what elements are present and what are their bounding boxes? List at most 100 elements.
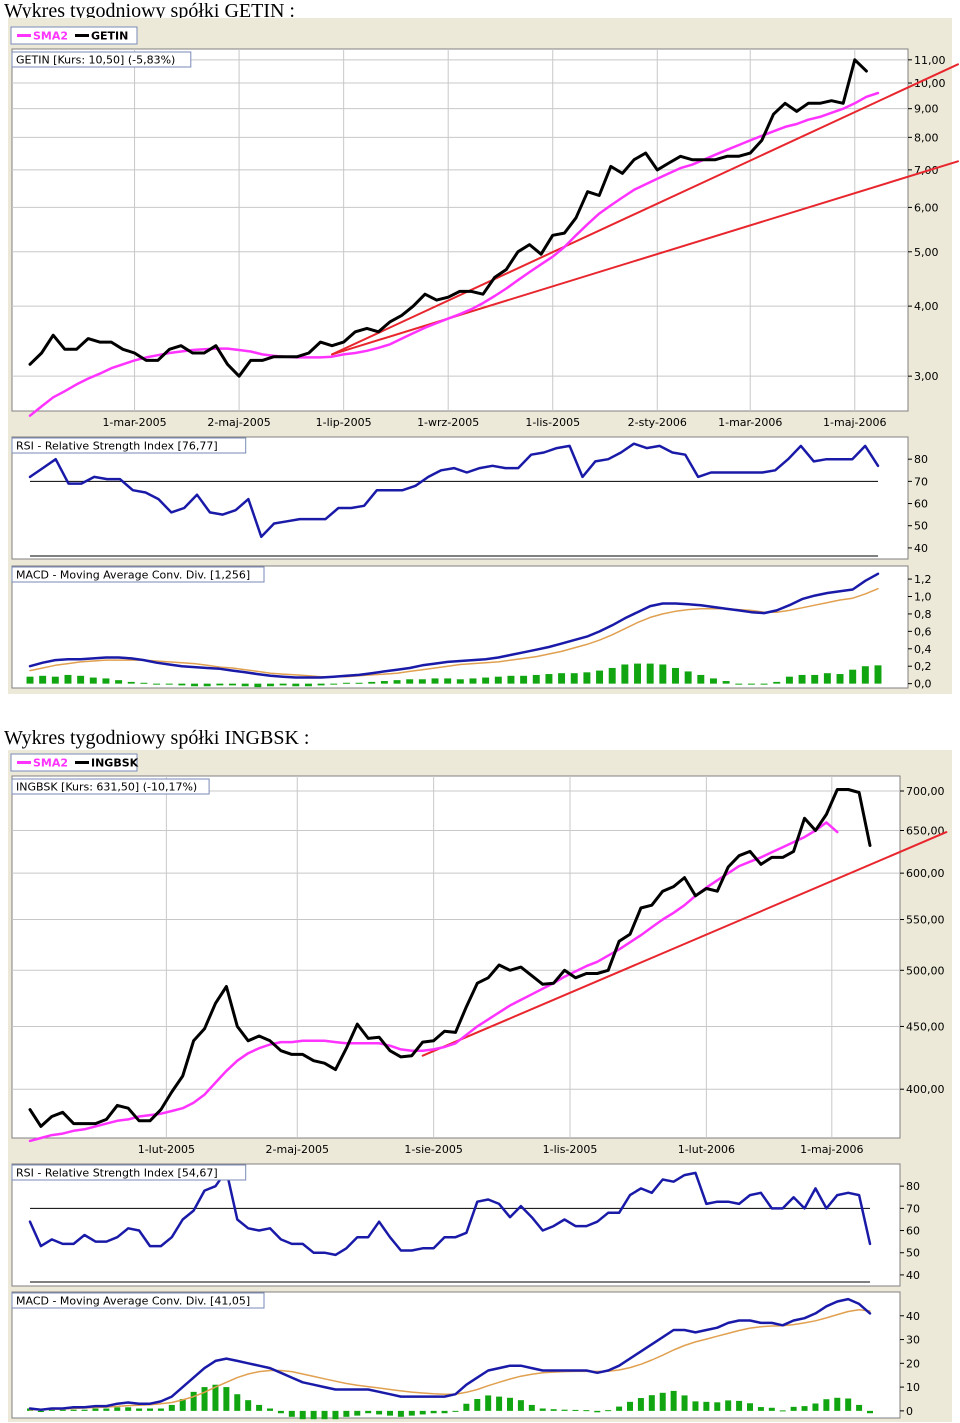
ingbsk-macd-histogram-bar — [168, 1404, 175, 1411]
ingbsk-macd-histogram-bar — [147, 1408, 153, 1411]
ingbsk-rsi-ytick-label: 60 — [906, 1225, 920, 1238]
ingbsk-macd-histogram-bar — [441, 1410, 448, 1414]
ingbsk-price-line — [28, 788, 872, 1128]
ingbsk-macd-histogram-bar — [507, 1397, 513, 1411]
ingbsk-price-ytick-label: 700,00 — [906, 785, 945, 798]
ingbsk-macd-histogram-bar — [594, 1410, 601, 1413]
getin-macd-histogram-bar — [760, 683, 768, 685]
ingbsk-price-ytick-label: 550,00 — [906, 914, 945, 927]
getin-macd-histogram-bar — [178, 683, 186, 686]
getin-macd-histogram-bar — [241, 683, 249, 687]
ingbsk-macd-histogram-bar — [365, 1410, 372, 1414]
ingbsk-macd-histogram-bar — [528, 1404, 535, 1411]
ingbsk-macd-histogram-bar — [474, 1398, 481, 1411]
getin-macd-histogram-bar — [469, 678, 477, 684]
ingbsk-macd-histogram-bar — [397, 1410, 404, 1417]
ingbsk-macd-histogram-bar — [550, 1409, 557, 1411]
ingbsk-macd-histogram-bar — [114, 1407, 121, 1411]
ingbsk-macd-histogram-bar — [856, 1404, 863, 1411]
ingbsk-macd-histogram-bar — [103, 1408, 110, 1411]
getin-price-xtick-label: 1-lip-2005 — [316, 416, 372, 429]
getin-macd-histogram-bar — [279, 683, 287, 686]
getin-macd-histogram-bar — [785, 676, 793, 684]
getin-macd-histogram-bar — [292, 683, 300, 687]
getin-rsi-line — [28, 442, 880, 539]
getin-rsi-title-box — [11, 437, 247, 454]
ingbsk-rsi-title: RSI - Relative Strength Index [54,67] — [16, 1167, 218, 1180]
ingbsk-macd-histogram-bar — [92, 1408, 99, 1411]
ingbsk-macd-ytick-label: 10 — [906, 1381, 920, 1394]
ingbsk-macd-histogram-bar — [430, 1410, 437, 1414]
ingbsk-macd-histogram-bar — [408, 1410, 415, 1416]
getin-macd-histogram-bar — [254, 683, 262, 688]
getin-price-ytick-label: 5,00 — [914, 246, 939, 259]
getin-macd-ytick-label: 0,8 — [914, 608, 932, 621]
ingbsk-macd-histogram-bar — [648, 1395, 655, 1411]
getin-macd-histogram-bar — [583, 672, 591, 684]
ingbsk-rsi-ytick-label: 40 — [906, 1269, 920, 1282]
getin-price-xtick-label: 2-maj-2005 — [207, 416, 270, 429]
getin-macd-histogram-bar — [735, 683, 743, 685]
ingbsk-macd-histogram-bar — [583, 1410, 590, 1412]
getin-heading: Wykres tygodniowy spółki GETIN : — [4, 0, 295, 22]
ingbsk-macd-histogram-bar — [823, 1399, 830, 1411]
getin-price-ytick-label: 9,00 — [914, 103, 939, 116]
getin-macd-histogram-bar — [380, 681, 388, 684]
ingbsk-price-xtick-label: 1-lut-2005 — [138, 1143, 195, 1156]
getin-price-xtick-label: 1-lis-2005 — [525, 416, 580, 429]
getin-macd-histogram-bar — [823, 673, 831, 684]
getin-macd-histogram-bar — [39, 675, 47, 684]
ingbsk-macd-histogram-bar — [343, 1410, 350, 1417]
ingbsk-macd-histogram-bar — [714, 1402, 721, 1411]
ingbsk-macd-histogram-bar — [190, 1391, 197, 1411]
getin-trend-steep-line — [331, 63, 959, 356]
ingbsk-macd-histogram-bar — [616, 1406, 623, 1411]
getin-macd-histogram-bar — [355, 682, 363, 684]
getin-macd-histogram-bar — [482, 677, 490, 684]
getin-macd-histogram-bar — [368, 681, 376, 684]
getin-macd-histogram-bar — [697, 674, 705, 684]
ingbsk-macd-panel — [11, 1291, 901, 1419]
getin-legend-sma-label: SMA2 — [33, 30, 68, 43]
getin-price-ytick-label: 11,00 — [914, 54, 946, 67]
getin-macd-histogram-bar — [634, 663, 642, 684]
getin-macd-ytick-label: 0,2 — [914, 660, 932, 673]
ingbsk-price-panel — [11, 775, 901, 1139]
getin-macd-histogram-bar — [317, 683, 325, 686]
ingbsk-macd-histogram-bar — [801, 1406, 808, 1411]
ingbsk-macd-histogram-bar — [605, 1410, 612, 1412]
ingbsk-macd-histogram-bar — [867, 1410, 873, 1414]
ingbsk-macd-histogram-bar — [768, 1407, 775, 1411]
getin-macd-histogram-bar — [798, 674, 806, 684]
ingbsk-price-xtick-label: 2-maj-2005 — [266, 1143, 329, 1156]
ingbsk-legend-sma-label: SMA2 — [33, 757, 68, 770]
getin-macd-histogram-bar — [596, 670, 604, 684]
ingbsk-price-ytick-label: 600,00 — [906, 867, 945, 880]
ingbsk-macd-histogram-bar — [627, 1401, 633, 1411]
getin-macd-histogram-bar — [811, 674, 819, 684]
getin-macd-histogram-bar — [406, 679, 414, 684]
ingbsk-macd-histogram-bar — [517, 1400, 524, 1411]
getin-macd-histogram-bar — [418, 679, 426, 684]
ingbsk-rsi-ytick-label: 80 — [906, 1180, 920, 1193]
ingbsk-macd-histogram-bar — [310, 1410, 317, 1420]
ingbsk-price-ytick-label: 500,00 — [906, 964, 945, 977]
getin-macd-histogram-bar — [532, 674, 540, 684]
ingbsk-macd-title-box — [11, 1292, 265, 1309]
getin-macd-histogram-bar — [89, 677, 97, 684]
ingbsk-macd-ytick-label: 0 — [906, 1405, 913, 1418]
getin-macd-histogram-bar — [165, 683, 173, 685]
ingbsk-macd-histogram-bar — [834, 1397, 841, 1411]
getin-price-line — [28, 58, 868, 378]
ingbsk-macd-histogram-bar — [70, 1409, 77, 1411]
getin-macd-histogram-bar — [153, 683, 161, 685]
getin-macd-histogram-bar — [507, 675, 515, 684]
getin-macd-histogram-bar — [849, 669, 857, 684]
ingbsk-macd-histogram-bar — [179, 1398, 186, 1411]
getin-macd-title: MACD - Moving Average Conv. Div. [1,256] — [16, 569, 250, 582]
getin-sma2-line — [28, 91, 880, 417]
ingbsk-macd-histogram-bar — [572, 1409, 579, 1411]
ingbsk-macd-histogram-bar — [267, 1408, 273, 1411]
getin-macd-histogram-bar — [520, 675, 528, 684]
